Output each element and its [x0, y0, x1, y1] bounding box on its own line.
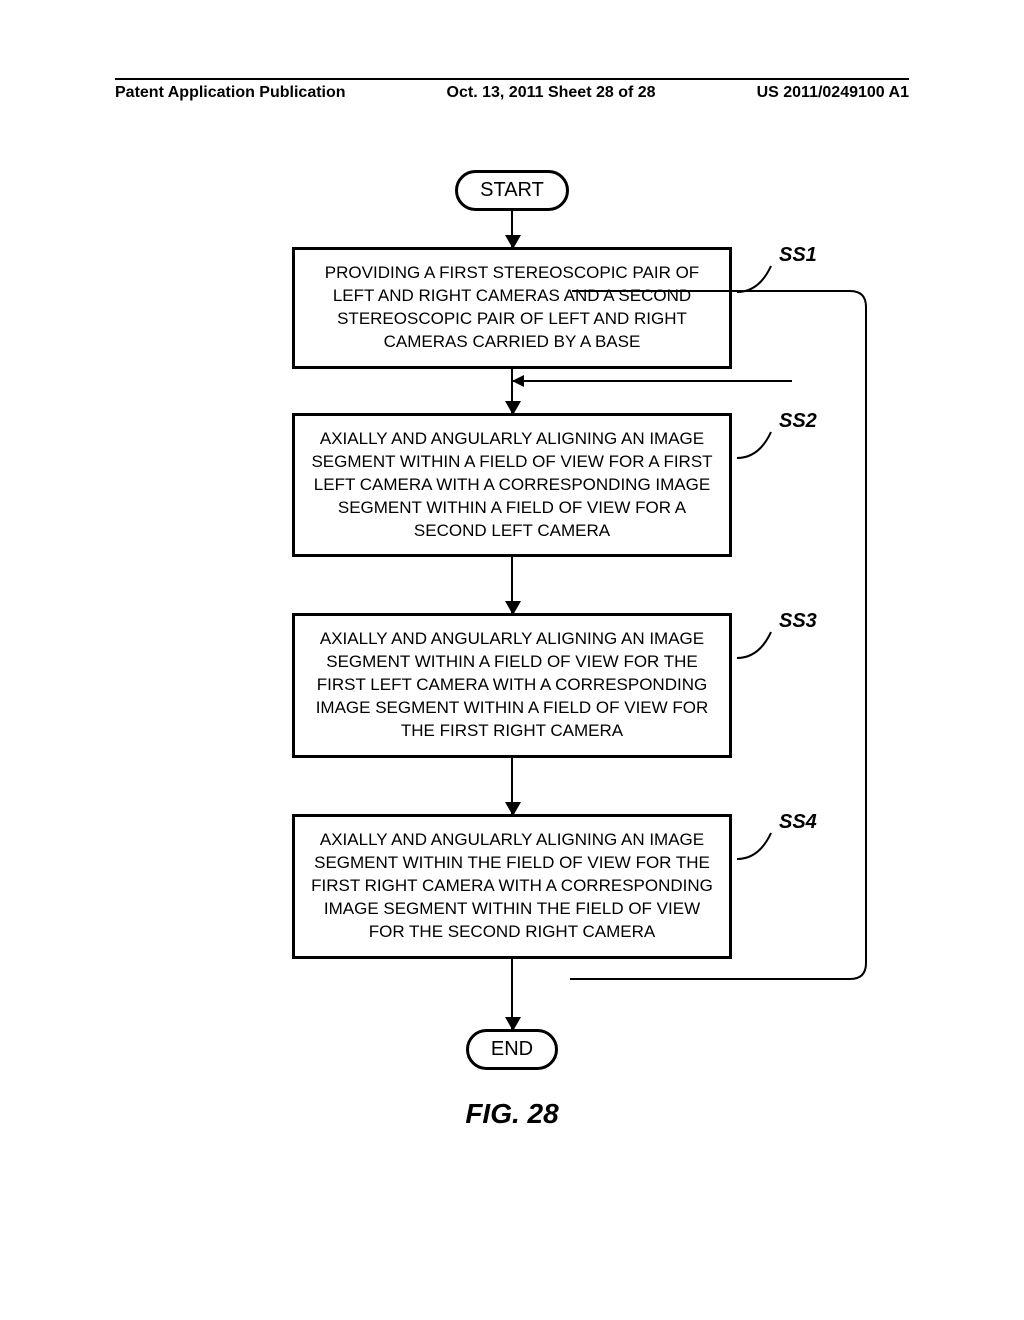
step-ss1-label: SS1 [779, 242, 817, 269]
step-ss2: AXIALLY AND ANGULARLY ALIGNING AN IMAGE … [292, 413, 732, 558]
step-ss4-label: SS4 [779, 809, 817, 836]
start-label: START [480, 179, 544, 201]
step-ss3-label: SS3 [779, 608, 817, 635]
header-left: Patent Application Publication [115, 84, 346, 102]
step-ss1: PROVIDING A FIRST STEREOSCOPIC PAIR OF L… [292, 247, 732, 369]
step-ss2-label: SS2 [779, 408, 817, 435]
flowchart: START PROVIDING A FIRST STEREOSCOPIC PAI… [232, 170, 792, 1130]
header-rule [115, 78, 909, 80]
step-ss3-text: AXIALLY AND ANGULARLY ALIGNING AN IMAGE … [316, 629, 709, 740]
header-center: Oct. 13, 2011 Sheet 28 of 28 [447, 84, 656, 102]
step-ss4-text: AXIALLY AND ANGULARLY ALIGNING AN IMAGE … [311, 830, 713, 941]
header-row: Patent Application Publication Oct. 13, … [115, 84, 909, 102]
end-terminator: END [466, 1029, 558, 1070]
arrow-ss4-to-end-wrap [292, 959, 732, 1029]
start-terminator: START [455, 170, 569, 211]
header-right: US 2011/0249100 A1 [757, 84, 909, 102]
step-ss4: AXIALLY AND ANGULARLY ALIGNING AN IMAGE … [292, 814, 732, 959]
step-ss3: AXIALLY AND ANGULARLY ALIGNING AN IMAGE … [292, 613, 732, 758]
end-label: END [491, 1038, 533, 1060]
step-ss2-text: AXIALLY AND ANGULARLY ALIGNING AN IMAGE … [311, 429, 712, 540]
page: Patent Application Publication Oct. 13, … [0, 0, 1024, 1320]
step-ss1-text: PROVIDING A FIRST STEREOSCOPIC PAIR OF L… [325, 263, 699, 351]
figure-caption: FIG. 28 [465, 1098, 558, 1130]
loop-feed-in [512, 375, 812, 395]
